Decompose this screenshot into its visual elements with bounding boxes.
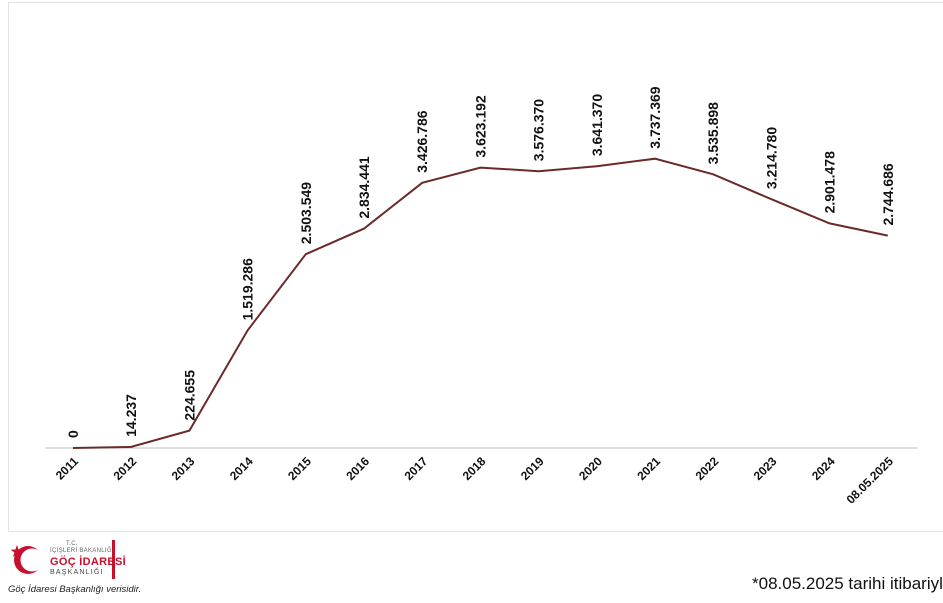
data-label: 3.535.898 [705, 102, 721, 164]
data-label: 2.503.549 [298, 182, 314, 244]
series-line [72, 157, 889, 449]
x-tick-label: 2017 [402, 454, 431, 483]
data-label: 0 [65, 430, 81, 438]
data-label: 3.641.370 [589, 94, 605, 156]
data-label: 2.744.686 [880, 163, 896, 225]
source-note: Göç İdaresi Başkanlığı verisidir. [8, 584, 142, 595]
data-label: 2.901.478 [822, 151, 838, 213]
x-tick-labels: 2011 2012 2013 2014 2015 2016 2017 2018 2019 2020… [53, 454, 896, 507]
logo-divider [112, 540, 115, 579]
logo-ministry: İÇİŞLERİ BAKANLIĞI [50, 548, 114, 554]
x-tick-label: 2016 [343, 454, 372, 483]
data-label: 2.834.441 [356, 156, 372, 218]
x-tick-label: 2023 [751, 454, 780, 483]
line-chart: 0 14.237 224.655 1.519.286 2.503.549 2.834.44… [45, 86, 918, 507]
data-label: 3.576.370 [531, 99, 547, 161]
goc-idaresi-logo: T.C. İÇİŞLERİ BAKANLIĞI GÖÇ İDARESİ BAŞK… [8, 540, 141, 600]
x-tick-label: 2019 [518, 454, 547, 483]
value-labels: 0 14.237 224.655 1.519.286 2.503.549 2.834.44… [65, 86, 896, 438]
data-label: 3.214.780 [763, 127, 779, 189]
x-tick-label: 2015 [285, 454, 314, 483]
x-tick-label: 08.05.2025 [844, 454, 897, 507]
crescent-star-icon [10, 545, 44, 574]
x-tick-label: 2018 [460, 454, 489, 483]
x-tick-label: 2014 [227, 454, 256, 483]
x-tick-label: 2024 [809, 454, 838, 483]
x-tick-label: 2020 [576, 454, 605, 483]
x-tick-label: 2022 [693, 454, 722, 483]
x-tick-label: 2012 [111, 454, 140, 483]
data-label: 3.426.786 [414, 110, 430, 172]
data-label: 3.737.369 [647, 86, 663, 148]
chart-frame [8, 2, 943, 532]
data-label: 1.519.286 [240, 258, 256, 320]
data-label: 224.655 [181, 370, 197, 421]
x-tick-label: 2013 [169, 454, 198, 483]
date-footnote: *08.05.2025 tarihi itibariyle [752, 574, 943, 593]
data-label: 3.623.192 [472, 95, 488, 157]
x-tick-label: 2011 [53, 454, 82, 483]
data-label: 14.237 [123, 394, 139, 437]
logo-sub: BAŞKANLIĞI [50, 569, 104, 576]
logo-tc: T.C. [66, 541, 78, 547]
logo-name: GÖÇ İDARESİ [50, 556, 127, 568]
x-tick-label: 2021 [634, 454, 663, 483]
